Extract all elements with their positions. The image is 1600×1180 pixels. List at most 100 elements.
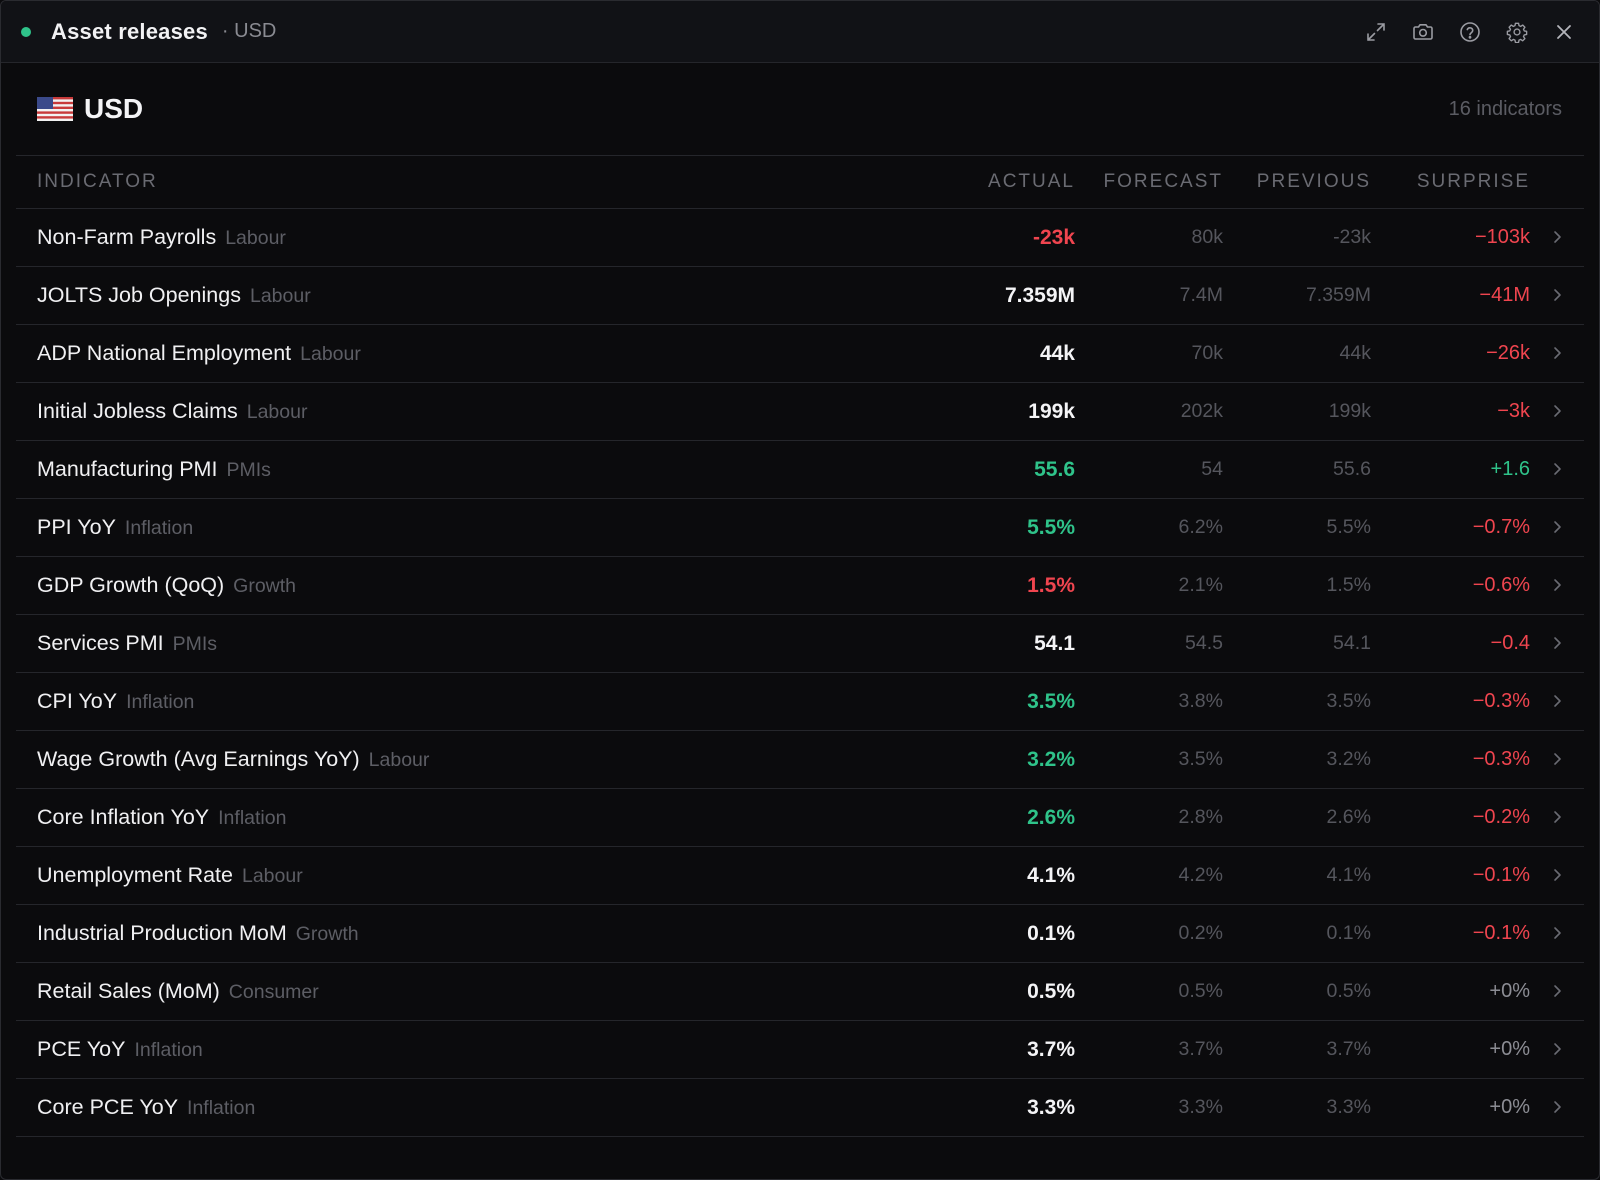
surprise-value: −0.2% (1472, 806, 1530, 828)
expand-button[interactable] (1352, 12, 1399, 52)
actual-value: 1.5% (1027, 573, 1075, 597)
indicator-cell: Manufacturing PMI PMIs (16, 441, 945, 499)
indicator-cell: Industrial Production MoM Growth (16, 905, 945, 963)
row-chevron-cell (1530, 1079, 1584, 1137)
indicator-name: PPI YoY (37, 515, 116, 539)
table-row[interactable]: Services PMI PMIs 54.1 54.5 54.1 −0.4 (16, 615, 1584, 673)
table-row[interactable]: ADP National Employment Labour 44k 70k 44… (16, 325, 1584, 383)
previous-value: -23k (1333, 226, 1371, 248)
table-row[interactable]: JOLTS Job Openings Labour 7.359M 7.4M 7.3… (16, 267, 1584, 325)
indicator-name: ADP National Employment (37, 341, 292, 365)
close-button[interactable] (1540, 12, 1587, 52)
table-row[interactable]: PPI YoY Inflation 5.5% 6.2% 5.5% −0.7% (16, 499, 1584, 557)
indicator-name: Retail Sales (MoM) (37, 979, 220, 1003)
indicator-category: Labour (249, 285, 311, 307)
indicator-category: PMIs (226, 459, 271, 481)
forecast-value: 7.4M (1179, 284, 1223, 306)
indicator-category: Labour (368, 749, 430, 771)
actual-value: 3.5% (1027, 689, 1075, 713)
indicator-cell: Initial Jobless Claims Labour (16, 383, 945, 441)
settings-button[interactable] (1493, 12, 1540, 52)
row-chevron-cell (1530, 499, 1584, 557)
surprise-value: +1.6 (1490, 458, 1530, 480)
chevron-right-icon (1554, 462, 1561, 475)
table-row[interactable]: PCE YoY Inflation 3.7% 3.7% 3.7% +0% (16, 1021, 1584, 1079)
table-row[interactable]: CPI YoY Inflation 3.5% 3.8% 3.5% −0.3% (16, 673, 1584, 731)
previous-value: 7.359M (1305, 284, 1371, 306)
row-chevron-cell (1530, 847, 1584, 905)
currency-header: USD 16 indicators (16, 63, 1584, 156)
indicator-category: Growth (295, 923, 359, 945)
indicator-name: Core PCE YoY (37, 1095, 179, 1119)
table-row[interactable]: Wage Growth (Avg Earnings YoY) Labour 3.2… (16, 731, 1584, 789)
screenshot-button[interactable] (1399, 12, 1446, 52)
forecast-value: 2.1% (1178, 574, 1223, 596)
previous-value: 3.7% (1326, 1038, 1371, 1060)
table-row[interactable]: Industrial Production MoM Growth 0.1% 0.2… (16, 905, 1584, 963)
chevron-right-icon (1554, 694, 1561, 707)
forecast-value: 0.5% (1178, 980, 1223, 1002)
help-button[interactable] (1446, 12, 1493, 52)
indicator-category: Labour (300, 343, 361, 365)
table-row[interactable]: Unemployment Rate Labour 4.1% 4.2% 4.1% −… (16, 847, 1584, 905)
surprise-value: +0% (1489, 1096, 1530, 1118)
actual-value: 0.1% (1027, 921, 1075, 945)
previous-value: 1.5% (1326, 574, 1371, 596)
indicator-cell: GDP Growth (QoQ) Growth (16, 557, 945, 615)
actual-value: 7.359M (1004, 283, 1075, 307)
chevron-right-icon (1554, 752, 1561, 765)
chevron-right-icon (1554, 288, 1561, 301)
actual-value: 0.5% (1027, 979, 1075, 1003)
indicator-cell: JOLTS Job Openings Labour (16, 267, 945, 325)
chevron-right-icon (1554, 520, 1561, 533)
table-row[interactable]: Retail Sales (MoM) Consumer 0.5% 0.5% 0.5… (16, 963, 1584, 1021)
indicator-cell: Retail Sales (MoM) Consumer (16, 963, 945, 1021)
surprise-value: −0.6% (1472, 574, 1530, 596)
table-row[interactable]: Core Inflation YoY Inflation 2.6% 2.8% 2.… (16, 789, 1584, 847)
table-row[interactable]: Manufacturing PMI PMIs 55.6 54 55.6 +1.6 (16, 441, 1584, 499)
previous-value: 199k (1328, 400, 1371, 422)
row-chevron-cell (1530, 963, 1584, 1021)
indicator-cell: Non-Farm Payrolls Labour (16, 209, 945, 267)
row-chevron-cell (1530, 1021, 1584, 1079)
previous-value: 5.5% (1326, 516, 1371, 538)
indicator-category: Labour (225, 227, 286, 249)
row-chevron-cell (1530, 209, 1584, 267)
settings-icon (1506, 22, 1527, 43)
expand-icon (1366, 22, 1385, 41)
row-chevron-cell (1530, 383, 1584, 441)
camera-icon (1412, 23, 1433, 40)
actual-value: 2.6% (1027, 805, 1075, 829)
table-row[interactable]: GDP Growth (QoQ) Growth 1.5% 2.1% 1.5% −0… (16, 557, 1584, 615)
indicator-cell: Services PMI PMIs (16, 615, 945, 673)
forecast-value: 6.2% (1178, 516, 1223, 538)
row-chevron-cell (1530, 731, 1584, 789)
column-header-spacer (1530, 156, 1584, 209)
row-chevron-cell (1530, 615, 1584, 673)
indicator-cell: PCE YoY Inflation (16, 1021, 945, 1079)
table-row[interactable]: Non-Farm Payrolls Labour -23k 80k -23k −1… (16, 209, 1584, 267)
forecast-value: 202k (1180, 400, 1223, 422)
actual-value: 3.3% (1027, 1095, 1075, 1119)
indicator-name: Non-Farm Payrolls (37, 225, 217, 249)
surprise-value: −0.1% (1472, 922, 1530, 944)
column-header-surprise: SURPRISE (1371, 156, 1530, 209)
row-chevron-cell (1530, 267, 1584, 325)
surprise-value: −0.4 (1490, 632, 1530, 654)
surprise-value: +0% (1489, 980, 1530, 1002)
indicator-category: Inflation (187, 1097, 256, 1119)
indicator-cell: Wage Growth (Avg Earnings YoY) Labour (16, 731, 945, 789)
indicator-name: Unemployment Rate (37, 863, 233, 887)
chevron-right-icon (1554, 1042, 1561, 1055)
table-row[interactable]: Initial Jobless Claims Labour 199k 202k 1… (16, 383, 1584, 441)
close-icon (1556, 24, 1571, 39)
indicator-cell: Core PCE YoY Inflation (16, 1079, 945, 1137)
row-chevron-cell (1530, 673, 1584, 731)
indicator-name: Industrial Production MoM (37, 921, 287, 945)
indicator-category: Labour (241, 865, 303, 887)
chevron-right-icon (1554, 926, 1561, 939)
title-bar: Asset releases · USD (1, 1, 1599, 63)
table-row[interactable]: Core PCE YoY Inflation 3.3% 3.3% 3.3% +0% (16, 1079, 1584, 1137)
chevron-right-icon (1554, 578, 1561, 591)
